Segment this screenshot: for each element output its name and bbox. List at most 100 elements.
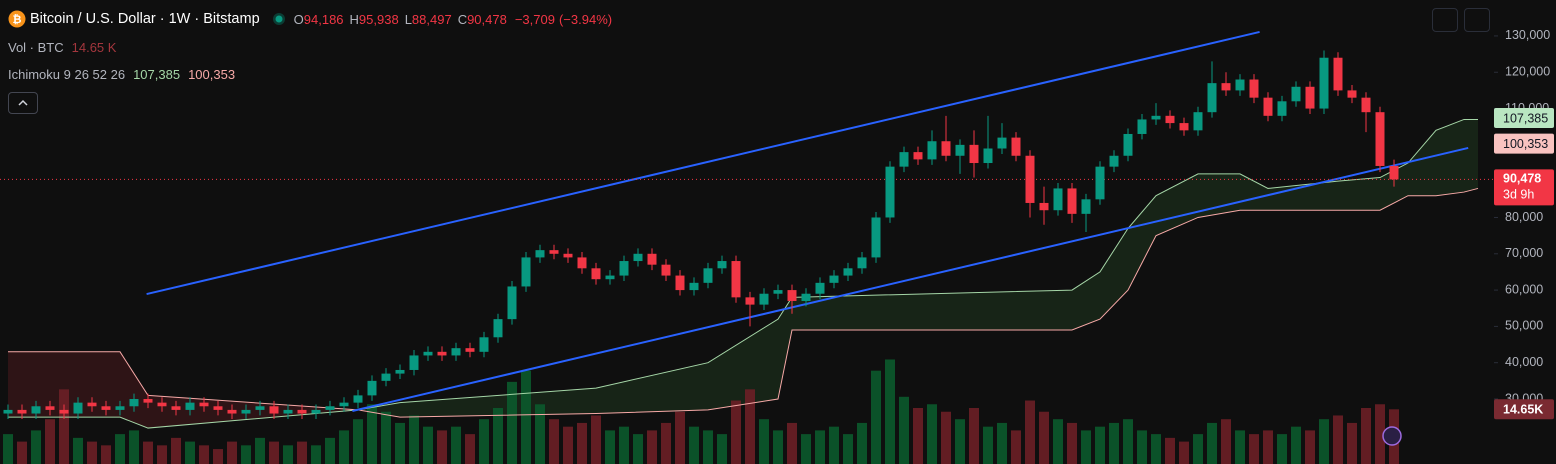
ichimoku-span-b [8,187,1479,418]
volume-bar [171,437,181,464]
cloud-fill [1156,173,1198,236]
ichimoku-name[interactable]: Ichimoku 9 26 52 26 [8,67,126,82]
candle-body [871,217,881,258]
volume-bar [451,426,461,464]
candle-body [1039,202,1049,211]
candle-body [1025,155,1035,203]
cloud-fill [1436,119,1464,196]
volume-bar [325,437,335,464]
last-price-label: 90,478 [1503,172,1541,186]
candle-body [759,293,769,305]
candle-body [213,406,223,410]
volume-bar [157,445,167,464]
market-status[interactable] [272,12,286,26]
candle-body [115,406,125,410]
candle-body [983,148,993,164]
volume-bar [1109,422,1119,464]
candle-body [1095,166,1105,200]
settings-button[interactable] [1464,8,1490,32]
candle-body [171,406,181,410]
collapse-button[interactable] [8,92,38,114]
volume-bar [143,441,153,464]
candle-body [381,373,391,381]
ohlc-key: O [293,11,304,27]
volume-bar [1291,426,1301,464]
cloud-fill [1408,130,1436,196]
candle-body [465,348,475,352]
candle-body [101,406,111,410]
candle-body [591,268,601,280]
volume-bar [1123,419,1133,464]
volume-bar [913,408,923,464]
candle-body [731,261,741,298]
candle-body [339,402,349,407]
countdown-label: 3d 9h [1503,188,1534,202]
candle-body [283,409,293,414]
y-tick-label: 40,000 [1505,355,1543,369]
volume-bar [1333,415,1343,464]
volume-bar [311,445,321,464]
volume-bar [31,430,41,464]
candle-body [549,250,559,254]
candle-body [1067,188,1077,214]
volume-bar [969,408,979,464]
cloud-fill [596,362,708,414]
y-tick-label: 60,000 [1505,282,1543,296]
volume-bar [801,434,811,464]
candle-body [647,253,657,265]
ohlc-key: L [404,11,412,27]
y-tick-label: 70,000 [1505,246,1543,260]
cloud-fill [400,388,596,418]
candle-body [1305,86,1315,109]
volume-bar [1193,434,1203,464]
candle-body [1221,83,1231,91]
candle-body [409,355,419,370]
download-button[interactable] [1432,8,1458,32]
volume-bar [493,408,503,464]
volume-bar [871,370,881,464]
symbol[interactable]: Bitcoin / U.S. Dollar · 1W · Bitstamp [30,11,260,27]
volume-bar [955,419,965,464]
cloud-fill [1338,177,1380,211]
candle-body [857,257,867,269]
candle-body [1263,97,1273,116]
candle-body [1291,86,1301,102]
volume-bar [563,426,573,464]
candle-body [395,369,405,374]
volume-bar [521,370,531,464]
volume-bar [787,422,797,464]
volume-bar [885,359,895,464]
volume-bar [3,434,13,464]
volume-name[interactable]: Vol · BTC [8,40,64,55]
volume-bar [199,445,209,464]
volume-bar [381,411,391,464]
candle-body [1389,165,1399,180]
volume-bar [227,441,237,464]
volume-bar [339,430,349,464]
candle-body [1179,123,1189,131]
candle-body [1207,83,1217,113]
candle-body [941,141,951,156]
cloud-fill [708,319,778,410]
candle-body [1277,101,1287,116]
candle-body [773,290,783,294]
price-marker [1494,133,1554,154]
volume-bar [1235,430,1245,464]
cloud-fill [1198,173,1240,218]
volume-bar [465,434,475,464]
candle-body [969,144,979,164]
volume-bar [675,411,685,464]
candle-body [1347,90,1357,98]
volume-bar [1221,419,1231,464]
candle-body [661,264,671,276]
candle-body [563,253,573,258]
svg-text:₿: ₿ [13,14,22,26]
candle-body [689,282,699,291]
candle-body [297,409,307,414]
candle-body [1151,115,1161,120]
volume-marker [1494,399,1554,420]
volume-bar [577,422,587,464]
volume-bar [773,430,783,464]
volume-bar [703,430,713,464]
